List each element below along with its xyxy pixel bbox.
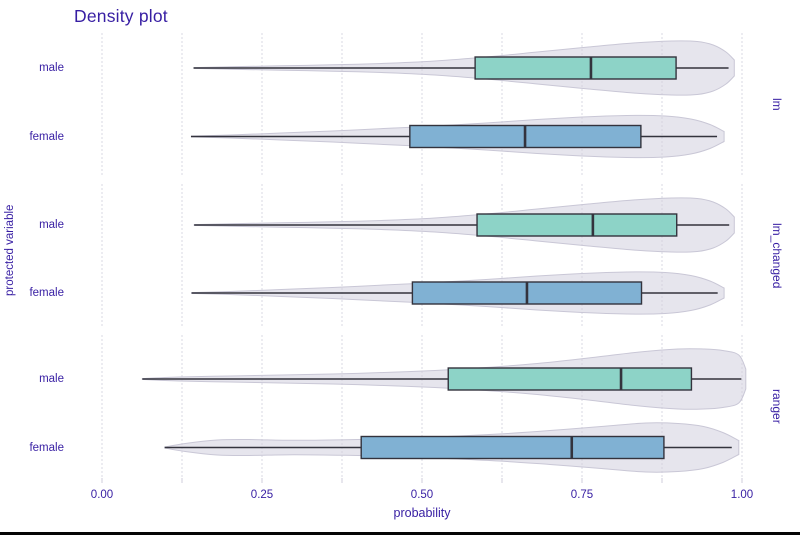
facet-label-lm: lm xyxy=(770,98,784,111)
box-ranger-female xyxy=(360,435,665,460)
x-tick-1.00: 1.00 xyxy=(730,489,754,501)
y-tick-lm-male: male xyxy=(39,62,64,74)
x-tick-0.00: 0.00 xyxy=(90,489,114,501)
x-tick-0.50: 0.50 xyxy=(410,489,434,501)
x-axis-title: probability xyxy=(393,506,451,520)
plot-title: Density plot xyxy=(74,6,168,26)
box-lm_changed-male xyxy=(476,213,678,237)
y-axis-title: protected variable xyxy=(4,204,16,296)
y-tick-lm-changed-male: male xyxy=(39,219,64,231)
facet-label-ranger: ranger xyxy=(770,389,784,424)
y-tick-ranger-female: female xyxy=(29,441,64,454)
y-tick-ranger-male: male xyxy=(39,373,64,385)
box-lm-male xyxy=(474,56,677,80)
facet-label-lm-changed: lm_changed xyxy=(770,222,784,289)
y-tick-lm-changed-female: female xyxy=(29,287,64,299)
box-ranger-male xyxy=(447,367,693,391)
x-tick-0.75: 0.75 xyxy=(570,489,594,501)
window-bottom-border xyxy=(0,532,800,535)
x-tick-0.25: 0.25 xyxy=(250,489,274,501)
y-tick-lm-female: female xyxy=(29,130,64,143)
plot-area xyxy=(101,33,747,483)
